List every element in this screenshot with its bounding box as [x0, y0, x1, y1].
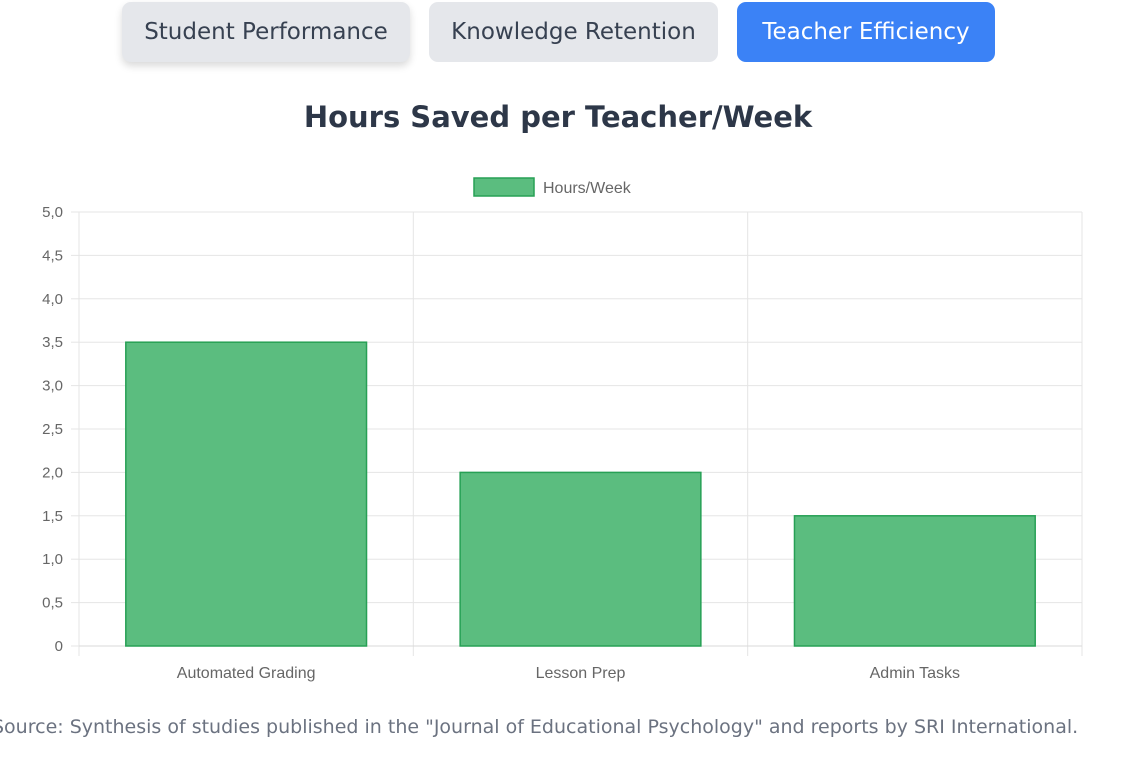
x-tick-label: Admin Tasks — [870, 665, 960, 682]
bar — [459, 471, 702, 647]
y-tick-label: 0 — [55, 638, 63, 655]
source-note: Source: Synthesis of studies published i… — [0, 716, 1079, 738]
y-tick-label: 4,5 — [42, 247, 63, 264]
y-tick-label: 5,0 — [42, 204, 63, 221]
bar — [125, 341, 368, 647]
chart-title: Hours Saved per Teacher/Week — [303, 100, 813, 134]
tab-bar: Student Performance Knowledge Retention … — [0, 2, 1140, 62]
y-tick-label: 3,0 — [42, 378, 63, 395]
y-tick-label: 2,5 — [42, 421, 63, 438]
bar-chart: 0 0,5 1,0 1,5 2,0 2,5 3,0 3,5 4,0 4,5 5,0 Automated… — [42, 177, 1083, 682]
tab-student-performance[interactable]: Student Performance — [122, 2, 410, 62]
y-tick-label: 0,5 — [42, 595, 63, 612]
tab-teacher-efficiency[interactable]: Teacher Efficiency — [737, 2, 995, 62]
legend-swatch — [473, 177, 535, 197]
x-tick-label: Lesson Prep — [536, 665, 626, 682]
y-tick-label: 3,5 — [42, 334, 63, 351]
y-tick-label: 1,0 — [42, 551, 63, 568]
y-tick-label: 4,0 — [42, 291, 63, 308]
legend-label: Hours/Week — [543, 180, 632, 197]
y-tick-label: 1,5 — [42, 508, 63, 525]
x-tick-label: Automated Grading — [177, 665, 316, 682]
tab-knowledge-retention[interactable]: Knowledge Retention — [429, 2, 718, 62]
bar — [793, 515, 1036, 647]
y-tick-label: 2,0 — [42, 464, 63, 481]
